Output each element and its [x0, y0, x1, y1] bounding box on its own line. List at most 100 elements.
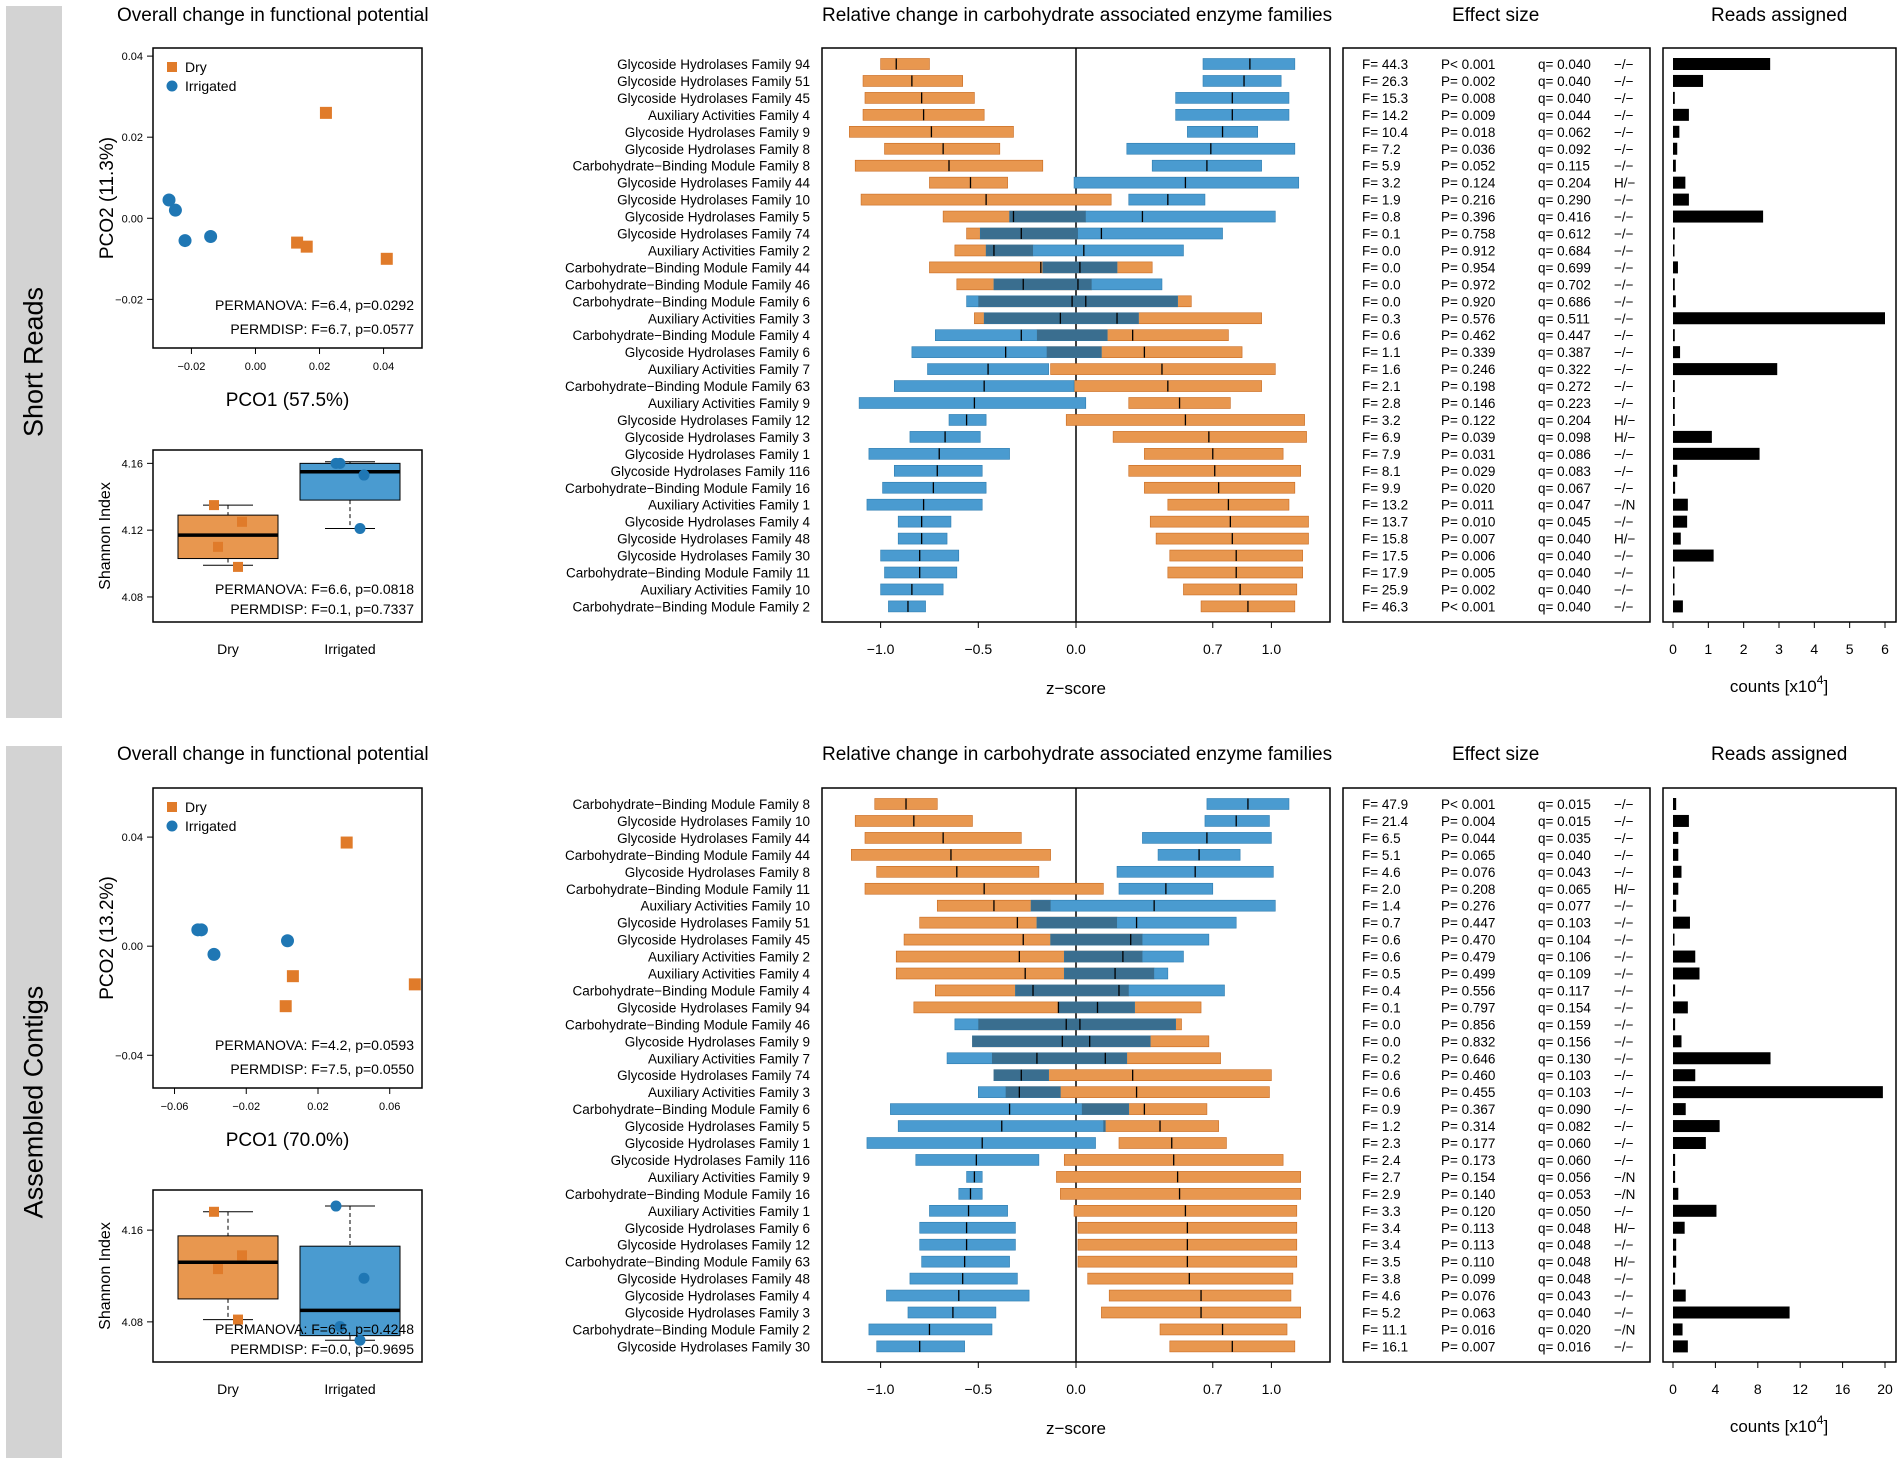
effect-p-value: P= 0.031	[1441, 447, 1495, 462]
enzyme-overlap-bar	[1081, 1103, 1129, 1115]
effect-q-value: q= 0.047	[1538, 498, 1591, 513]
enzyme-dry-bar	[1144, 448, 1284, 460]
enzyme-irrigated-bar	[921, 1255, 1010, 1268]
enzyme-irrigated-bar	[897, 532, 948, 545]
effect-q-value: q= 0.290	[1538, 193, 1591, 208]
reads-bar	[1673, 91, 1675, 104]
enzyme-dry-bar	[884, 142, 1001, 155]
enzyme-overlap-bar	[1103, 1120, 1106, 1132]
effect-direction: −/−	[1614, 1085, 1634, 1100]
enzyme-x-tick-label: 0.7	[1203, 641, 1223, 657]
pco-dry-point	[380, 252, 393, 265]
effect-f-value: F= 7.9	[1362, 447, 1401, 462]
shannon-y-tick-label: 4.08	[122, 592, 143, 604]
enzyme-overlap-bar	[1064, 968, 1155, 979]
effect-f-value: F= 15.3	[1362, 91, 1408, 106]
effect-f-value: F= 1.1	[1362, 345, 1401, 360]
effect-f-value: F= 5.2	[1362, 1306, 1401, 1321]
shannon-category-label: Irrigated	[324, 641, 375, 657]
enzyme-family-label: Glycoside Hydrolases Family 44	[617, 176, 810, 191]
effect-direction: −/−	[1614, 396, 1634, 411]
effect-p-value: P= 0.044	[1441, 831, 1496, 846]
enzyme-dry-bar	[1112, 431, 1307, 443]
effect-direction: −/−	[1614, 899, 1634, 914]
enzyme-overlap-bar	[972, 1035, 1151, 1047]
reads-bar	[1673, 74, 1704, 87]
effect-f-value: F= 14.2	[1362, 108, 1408, 123]
pco-y-tick-label: 0.04	[122, 832, 143, 844]
effect-q-value: q= 0.204	[1538, 413, 1591, 428]
legend-irrigated-marker	[166, 820, 178, 832]
effect-q-value: q= 0.387	[1538, 345, 1591, 360]
reads-x-tick-label: 5	[1846, 641, 1854, 657]
effect-f-value: F= 3.4	[1362, 1238, 1401, 1253]
pco-dry-point	[408, 978, 421, 991]
enzyme-family-label: Auxiliary Activities Family 9	[648, 396, 810, 411]
enzyme-overlap-bar	[1064, 951, 1143, 963]
effect-f-value: F= 3.3	[1362, 1204, 1401, 1219]
effect-f-value: F= 0.0	[1362, 243, 1401, 258]
legend-dry-label: Dry	[185, 59, 207, 75]
enzyme-irrigated-bar	[909, 1272, 1018, 1285]
effect-p-value: P= 0.462	[1441, 328, 1495, 343]
enzyme-overlap-bar	[993, 278, 1092, 290]
reads-bar	[1673, 125, 1680, 138]
shannon-category-label: Dry	[217, 1381, 239, 1397]
pco-dry-point	[279, 1000, 292, 1013]
enzyme-family-label: Carbohydrate−Binding Module Family 6	[572, 1102, 810, 1117]
effect-q-value: q= 0.098	[1538, 430, 1591, 445]
effect-p-value: P= 0.972	[1441, 277, 1495, 292]
enzyme-family-label: Carbohydrate−Binding Module Family 63	[565, 379, 810, 394]
effect-direction: −/−	[1614, 1153, 1634, 1168]
effect-p-value: P= 0.036	[1441, 142, 1495, 157]
enzyme-dry-bar	[880, 58, 930, 70]
effect-direction: −/−	[1614, 159, 1634, 174]
reads-bar	[1673, 1272, 1676, 1285]
effect-direction: −/−	[1614, 831, 1634, 846]
effect-p-value: P= 0.004	[1441, 814, 1496, 829]
effect-q-value: q= 0.109	[1538, 967, 1591, 982]
shannon-permdisp-stat: PERMDISP: F=0.0, p=0.9695	[230, 1341, 414, 1357]
shannon-permanova-stat: PERMANOVA: F=6.5, p=0.4248	[215, 1321, 414, 1337]
pco-plot-frame	[152, 47, 423, 349]
pco-y-axis-label: PCO2 (13.2%)	[97, 876, 118, 1000]
enzyme-family-label: Auxiliary Activities Family 4	[648, 967, 811, 982]
effect-p-value: P= 0.076	[1441, 865, 1495, 880]
enzyme-overlap-bar	[980, 228, 1078, 239]
enzyme-family-label: Glycoside Hydrolases Family 45	[617, 91, 810, 106]
effect-f-value: F= 0.0	[1362, 1034, 1401, 1049]
effect-q-value: q= 0.015	[1538, 814, 1591, 829]
reads-bar	[1673, 1221, 1685, 1234]
effect-q-value: q= 0.272	[1538, 379, 1591, 394]
effect-direction: −/−	[1614, 193, 1634, 208]
effect-f-value: F= 1.4	[1362, 899, 1401, 914]
effect-q-value: q= 0.204	[1538, 176, 1591, 191]
effect-f-value: F= 3.2	[1362, 413, 1401, 428]
reads-bar	[1673, 58, 1771, 70]
reads-bar	[1673, 1340, 1688, 1353]
reads-bar	[1673, 882, 1679, 895]
reads-bar	[1673, 176, 1686, 189]
effect-q-value: q= 0.117	[1538, 983, 1590, 998]
enzyme-dry-bar	[1060, 1188, 1301, 1200]
enzyme-family-label: Auxiliary Activities Family 2	[648, 950, 810, 965]
enzyme-family-label: Glycoside Hydrolases Family 3	[625, 430, 810, 445]
enzyme-family-label: Glycoside Hydrolases Family 5	[625, 1119, 810, 1134]
enzyme-family-label: Carbohydrate−Binding Module Family 46	[565, 1017, 810, 1032]
effect-direction: −/−	[1614, 848, 1634, 863]
effect-f-value: F= 25.9	[1362, 582, 1408, 597]
reads-bar	[1673, 363, 1778, 376]
effect-q-value: q= 0.056	[1538, 1170, 1591, 1185]
legend-irrigated-label: Irrigated	[185, 818, 236, 834]
effect-p-value: P< 0.001	[1441, 57, 1495, 72]
enzyme-family-label: Carbohydrate−Binding Module Family 4	[572, 328, 810, 343]
enzyme-family-label: Glycoside Hydrolases Family 1	[625, 1136, 810, 1151]
enzyme-irrigated-bar	[1073, 176, 1300, 189]
enzyme-irrigated-bar	[907, 1306, 997, 1319]
enzyme-family-label: Glycoside Hydrolases Family 10	[617, 193, 810, 208]
effect-q-value: q= 0.223	[1538, 396, 1591, 411]
enzyme-dry-bar	[1149, 515, 1309, 528]
enzyme-family-label: Glycoside Hydrolases Family 6	[625, 345, 810, 360]
pco-x-tick-label: −0.06	[161, 1101, 189, 1113]
